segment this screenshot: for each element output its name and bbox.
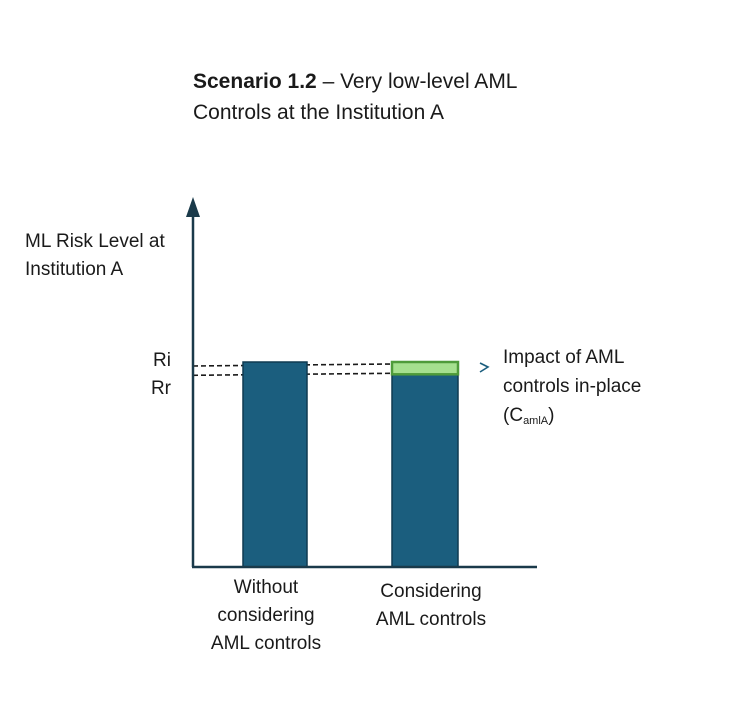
category-label-considering: Considering AML controls bbox=[346, 578, 516, 634]
title-rest-1: – Very low-level AML bbox=[316, 70, 518, 93]
y-axis-label-line2: Institution A bbox=[25, 259, 124, 280]
y-tick-ri: Ri bbox=[153, 350, 171, 371]
y-axis-arrowhead bbox=[186, 197, 200, 217]
impact-annotation: Impact of AML controls in-place (CamlA) bbox=[503, 343, 743, 436]
category-label-without: Without considering AML controls bbox=[186, 574, 346, 658]
cat0-line1: Without bbox=[233, 577, 299, 598]
chart-title: Scenario 1.2 – Very low-level AML Contro… bbox=[193, 66, 613, 128]
cat1-line2: AML controls bbox=[375, 609, 487, 630]
bar-impact-segment bbox=[390, 360, 460, 376]
annot-line3-suffix: ) bbox=[548, 405, 555, 426]
cat0-line3: AML controls bbox=[210, 633, 322, 654]
title-bold: Scenario 1.2 bbox=[193, 70, 317, 93]
y-axis-label-line1: ML Risk Level at bbox=[25, 231, 165, 252]
annot-line1: Impact of AML bbox=[503, 347, 625, 368]
annot-line2: controls in-place bbox=[503, 376, 642, 397]
y-tick-rr: Rr bbox=[150, 378, 171, 399]
annot-line3-sub: amlA bbox=[523, 415, 549, 427]
impact-bracket bbox=[479, 362, 490, 373]
annot-line3-prefix: (C bbox=[503, 405, 524, 426]
cat1-line1: Considering bbox=[380, 581, 482, 602]
bar-without-controls bbox=[242, 361, 308, 568]
cat0-line2: considering bbox=[217, 605, 315, 626]
y-axis-label: ML Risk Level at Institution A bbox=[25, 228, 195, 284]
title-rest-2: Controls at the Institution A bbox=[193, 101, 444, 124]
bar-with-controls bbox=[391, 373, 459, 568]
